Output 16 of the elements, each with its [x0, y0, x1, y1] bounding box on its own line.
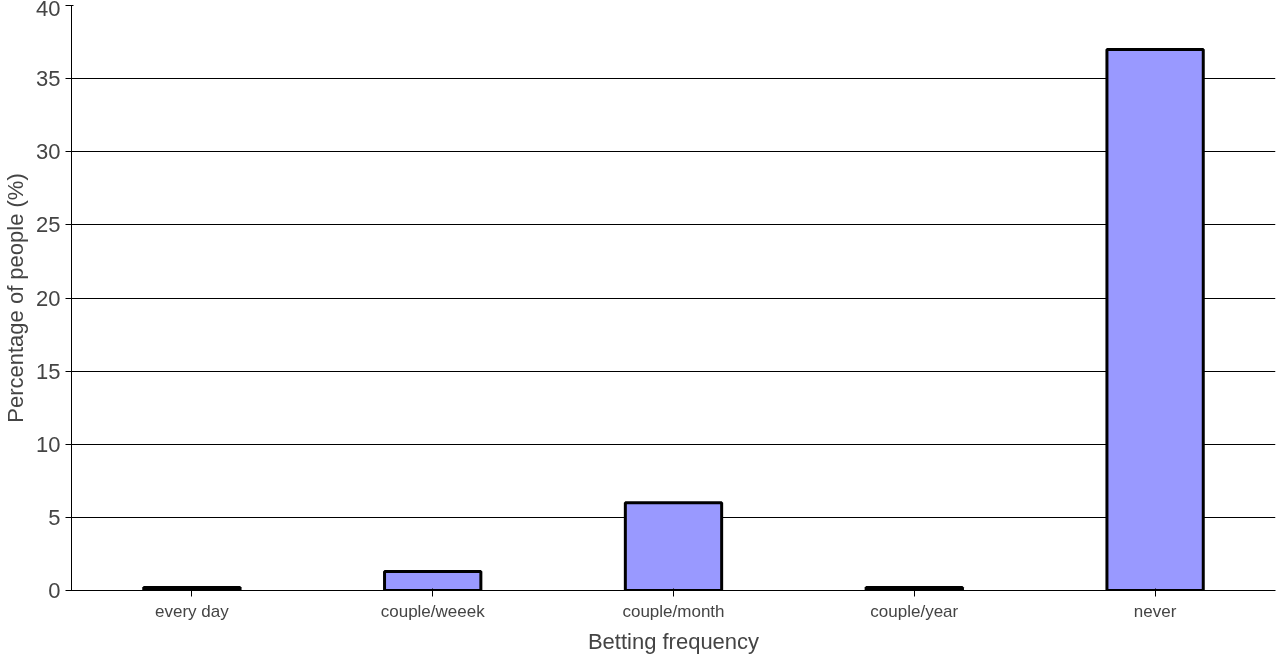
x-tick-label: couple/month: [622, 601, 725, 621]
y-tick-label: 40: [36, 0, 61, 21]
y-axis-title: Percentage of people (%): [3, 173, 29, 423]
y-tick-label: 0: [48, 578, 61, 603]
y-tick-label: 25: [36, 212, 61, 238]
x-tick-label: every day: [155, 601, 230, 621]
x-tick-label: never: [1133, 601, 1177, 621]
y-tick-label: 20: [36, 285, 61, 311]
y-tick-label: 35: [36, 66, 61, 92]
y-tick-label: 10: [36, 431, 61, 457]
y-tick-label: 30: [36, 139, 61, 165]
y-tick-label: 15: [36, 358, 61, 384]
x-axis-title: Betting frequency: [587, 628, 760, 654]
x-tick-label: couple/weeek: [380, 601, 486, 621]
x-tick-label: couple/year: [870, 601, 959, 621]
y-tick-label: 5: [48, 504, 61, 530]
